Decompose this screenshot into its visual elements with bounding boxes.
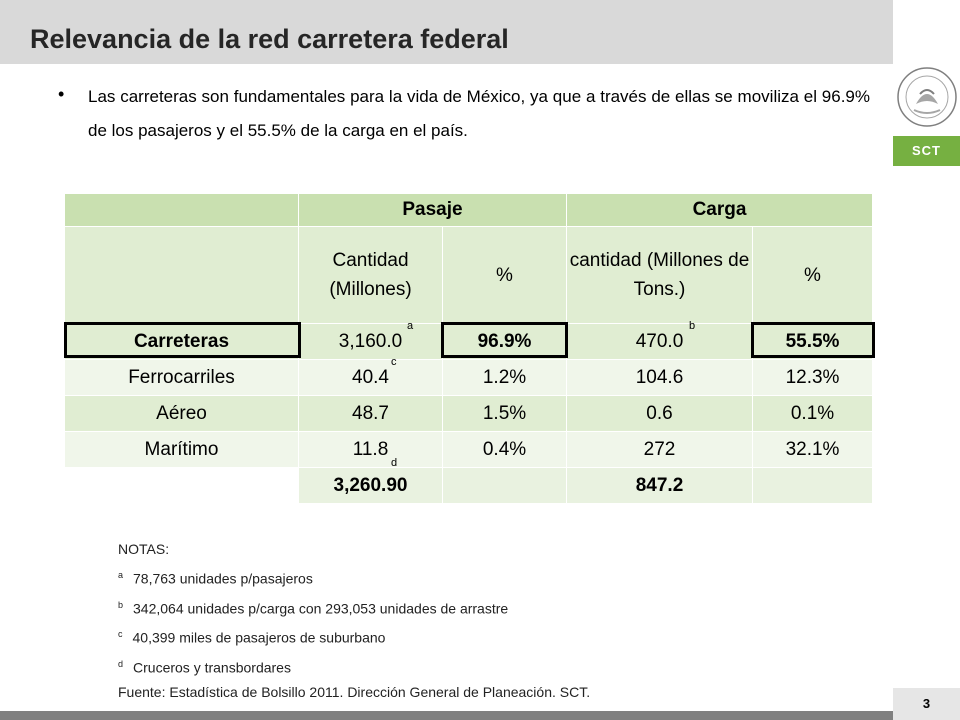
cell-cantidad: 48.7 bbox=[298, 395, 443, 432]
cell-cantidad: 272 bbox=[566, 431, 753, 468]
cell-value: 11.8 bbox=[352, 438, 389, 460]
cell-cantidad: 104.6 bbox=[566, 359, 753, 396]
cell-cantidad: 470.0 b bbox=[566, 320, 753, 360]
cell-cantidad: 3,160.0 a bbox=[298, 320, 443, 360]
cell-pct: 0.4% bbox=[442, 431, 567, 468]
transport-table: Pasaje Carga Cantidad (Millones) % canti… bbox=[64, 193, 873, 504]
table-header-pasaje: Pasaje bbox=[298, 193, 567, 227]
row-label: Ferrocarriles bbox=[64, 359, 299, 396]
cell-pct: 1.5% bbox=[442, 395, 567, 432]
cell-pct: 0.1% bbox=[752, 395, 873, 432]
sct-logo-band: SCT bbox=[893, 136, 960, 166]
note-mark: a bbox=[118, 570, 124, 580]
note-item: d Cruceros y transbordares bbox=[118, 651, 508, 681]
note-text: 342,064 unidades p/carga con 293,053 uni… bbox=[133, 600, 509, 617]
note-text: 78,763 unidades p/pasajeros bbox=[133, 570, 313, 587]
table-row: Ferrocarriles 40.4 c 1.2% 104.6 12.3% bbox=[64, 356, 873, 396]
table-subheader-row: Cantidad (Millones) % cantidad (Millones… bbox=[64, 226, 873, 324]
right-panel bbox=[893, 0, 960, 720]
cell-pct: 32.1% bbox=[752, 431, 873, 468]
footer-bar bbox=[0, 711, 893, 720]
total-empty bbox=[442, 467, 567, 504]
note-mark: d bbox=[118, 658, 124, 669]
source-citation: Fuente: Estadística de Bolsillo 2011. Di… bbox=[118, 684, 591, 700]
cell-cantidad: 0.6 bbox=[566, 395, 753, 432]
cell-pct: 96.9% bbox=[442, 323, 567, 360]
row-label: Aéreo bbox=[64, 395, 299, 432]
table-subheader-pct: % bbox=[442, 226, 567, 324]
table-subheader-cantidad-tons: cantidad (Millones de Tons.) bbox=[566, 226, 753, 324]
total-empty bbox=[752, 467, 873, 504]
table-group-header: Pasaje Carga bbox=[64, 193, 873, 227]
note-mark: b bbox=[118, 599, 124, 610]
footnote-mark: a bbox=[407, 320, 414, 332]
notes-heading: NOTAS: bbox=[118, 541, 170, 557]
bullet-paragraph: Las carreteras son fundamentales para la… bbox=[88, 87, 870, 140]
table-row: Carreteras 3,160.0 a 96.9% 470.0 b 55.5% bbox=[64, 320, 873, 360]
cell-pct: 55.5% bbox=[752, 323, 873, 360]
notes-section: NOTAS: a 78,763 unidades p/pasajeros b 342… bbox=[118, 536, 508, 681]
row-label: Carreteras bbox=[64, 323, 299, 360]
total-empty bbox=[64, 467, 299, 504]
note-text: Cruceros y transbordares bbox=[133, 659, 291, 676]
page-title: Relevancia de la red carretera federal bbox=[30, 24, 509, 54]
mexican-seal-logo bbox=[897, 67, 957, 127]
cell-cantidad: 11.8 d bbox=[298, 431, 443, 469]
cell-pct: 12.3% bbox=[752, 359, 873, 396]
note-item: b 342,064 unidades p/carga con 293,053 un… bbox=[118, 592, 508, 622]
note-text: 40,399 miles de pasajeros de suburbano bbox=[132, 629, 386, 646]
table-row: Aéreo 48.7 1.5% 0.6 0.1% bbox=[64, 395, 873, 432]
total-cantidad: 3,260.90 bbox=[298, 467, 443, 504]
sct-logo-text: SCT bbox=[912, 143, 941, 158]
cell-value: 40.4 bbox=[352, 366, 389, 388]
table-subheader-empty bbox=[64, 226, 299, 324]
bullet-icon: • bbox=[58, 84, 65, 104]
table-row: Marítimo 11.8 d 0.4% 272 32.1% bbox=[64, 431, 873, 469]
total-cantidad-tons: 847.2 bbox=[566, 467, 753, 504]
title-bar bbox=[0, 0, 893, 64]
cell-pct: 1.2% bbox=[442, 359, 567, 396]
note-item: a 78,763 unidades p/pasajeros bbox=[118, 562, 508, 592]
note-item: c 40,399 miles de pasajeros de suburbano bbox=[118, 621, 508, 651]
footnote-mark: b bbox=[689, 320, 696, 332]
footnote-mark: c bbox=[391, 356, 397, 368]
cell-value: 470.0 bbox=[635, 330, 684, 352]
page-number: 3 bbox=[922, 696, 931, 711]
cell-value: 3,160.0 bbox=[338, 330, 403, 352]
table-header-empty bbox=[64, 193, 299, 227]
table-header-carga: Carga bbox=[566, 193, 873, 227]
page-number-box: 3 bbox=[893, 688, 960, 720]
footnote-mark: d bbox=[391, 457, 398, 469]
note-mark: c bbox=[118, 629, 123, 640]
row-label: Marítimo bbox=[64, 431, 299, 468]
table-subheader-pct: % bbox=[752, 226, 873, 324]
cell-cantidad: 40.4 c bbox=[298, 356, 443, 396]
table-subheader-cantidad: Cantidad (Millones) bbox=[298, 226, 443, 324]
table-total-row: 3,260.90 847.2 bbox=[64, 467, 873, 504]
